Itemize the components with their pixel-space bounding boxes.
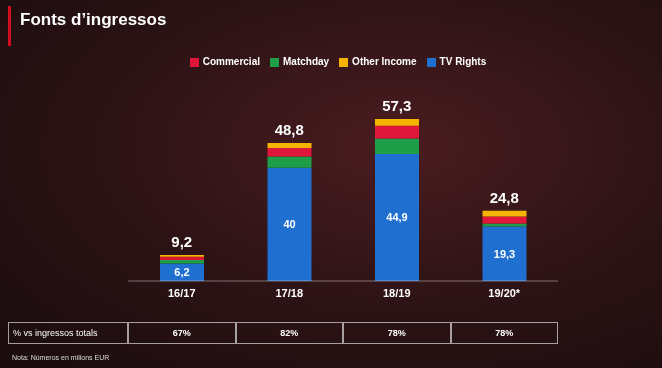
html-text:Nota: Números en milions EUR: Nota: Números en milions EUR xyxy=(12,354,110,361)
html-text:82%: 82% xyxy=(280,328,299,338)
svg-text:16/17: 16/17 xyxy=(168,287,196,299)
html-text:Matchday: Matchday xyxy=(283,56,330,67)
svg-text:18/19: 18/19 xyxy=(383,287,411,299)
svg-text:9,2: 9,2 xyxy=(171,233,192,250)
svg-text:19/20*: 19/20* xyxy=(488,287,521,299)
html-text:Commercial: Commercial xyxy=(202,56,260,67)
html-text:67%: 67% xyxy=(172,328,191,338)
html-text:Other Income: Other Income xyxy=(352,56,417,67)
svg-text:48,8: 48,8 xyxy=(275,121,304,138)
svg-text:6,2: 6,2 xyxy=(174,266,189,278)
html-text:78%: 78% xyxy=(495,328,514,338)
html-text:78%: 78% xyxy=(387,328,406,338)
svg-text:40: 40 xyxy=(283,218,295,230)
svg-text:17/18: 17/18 xyxy=(275,287,303,299)
svg-text:44,9: 44,9 xyxy=(386,211,407,223)
html-text:Fonts d’ingressos: Fonts d’ingressos xyxy=(20,10,167,29)
html-text:% vs ingressos totals: % vs ingressos totals xyxy=(13,328,98,338)
html-text:TV Rights: TV Rights xyxy=(439,56,487,67)
svg-text:19,3: 19,3 xyxy=(494,248,515,260)
svg-text:57,3: 57,3 xyxy=(382,97,411,114)
svg-text:24,8: 24,8 xyxy=(490,189,519,206)
